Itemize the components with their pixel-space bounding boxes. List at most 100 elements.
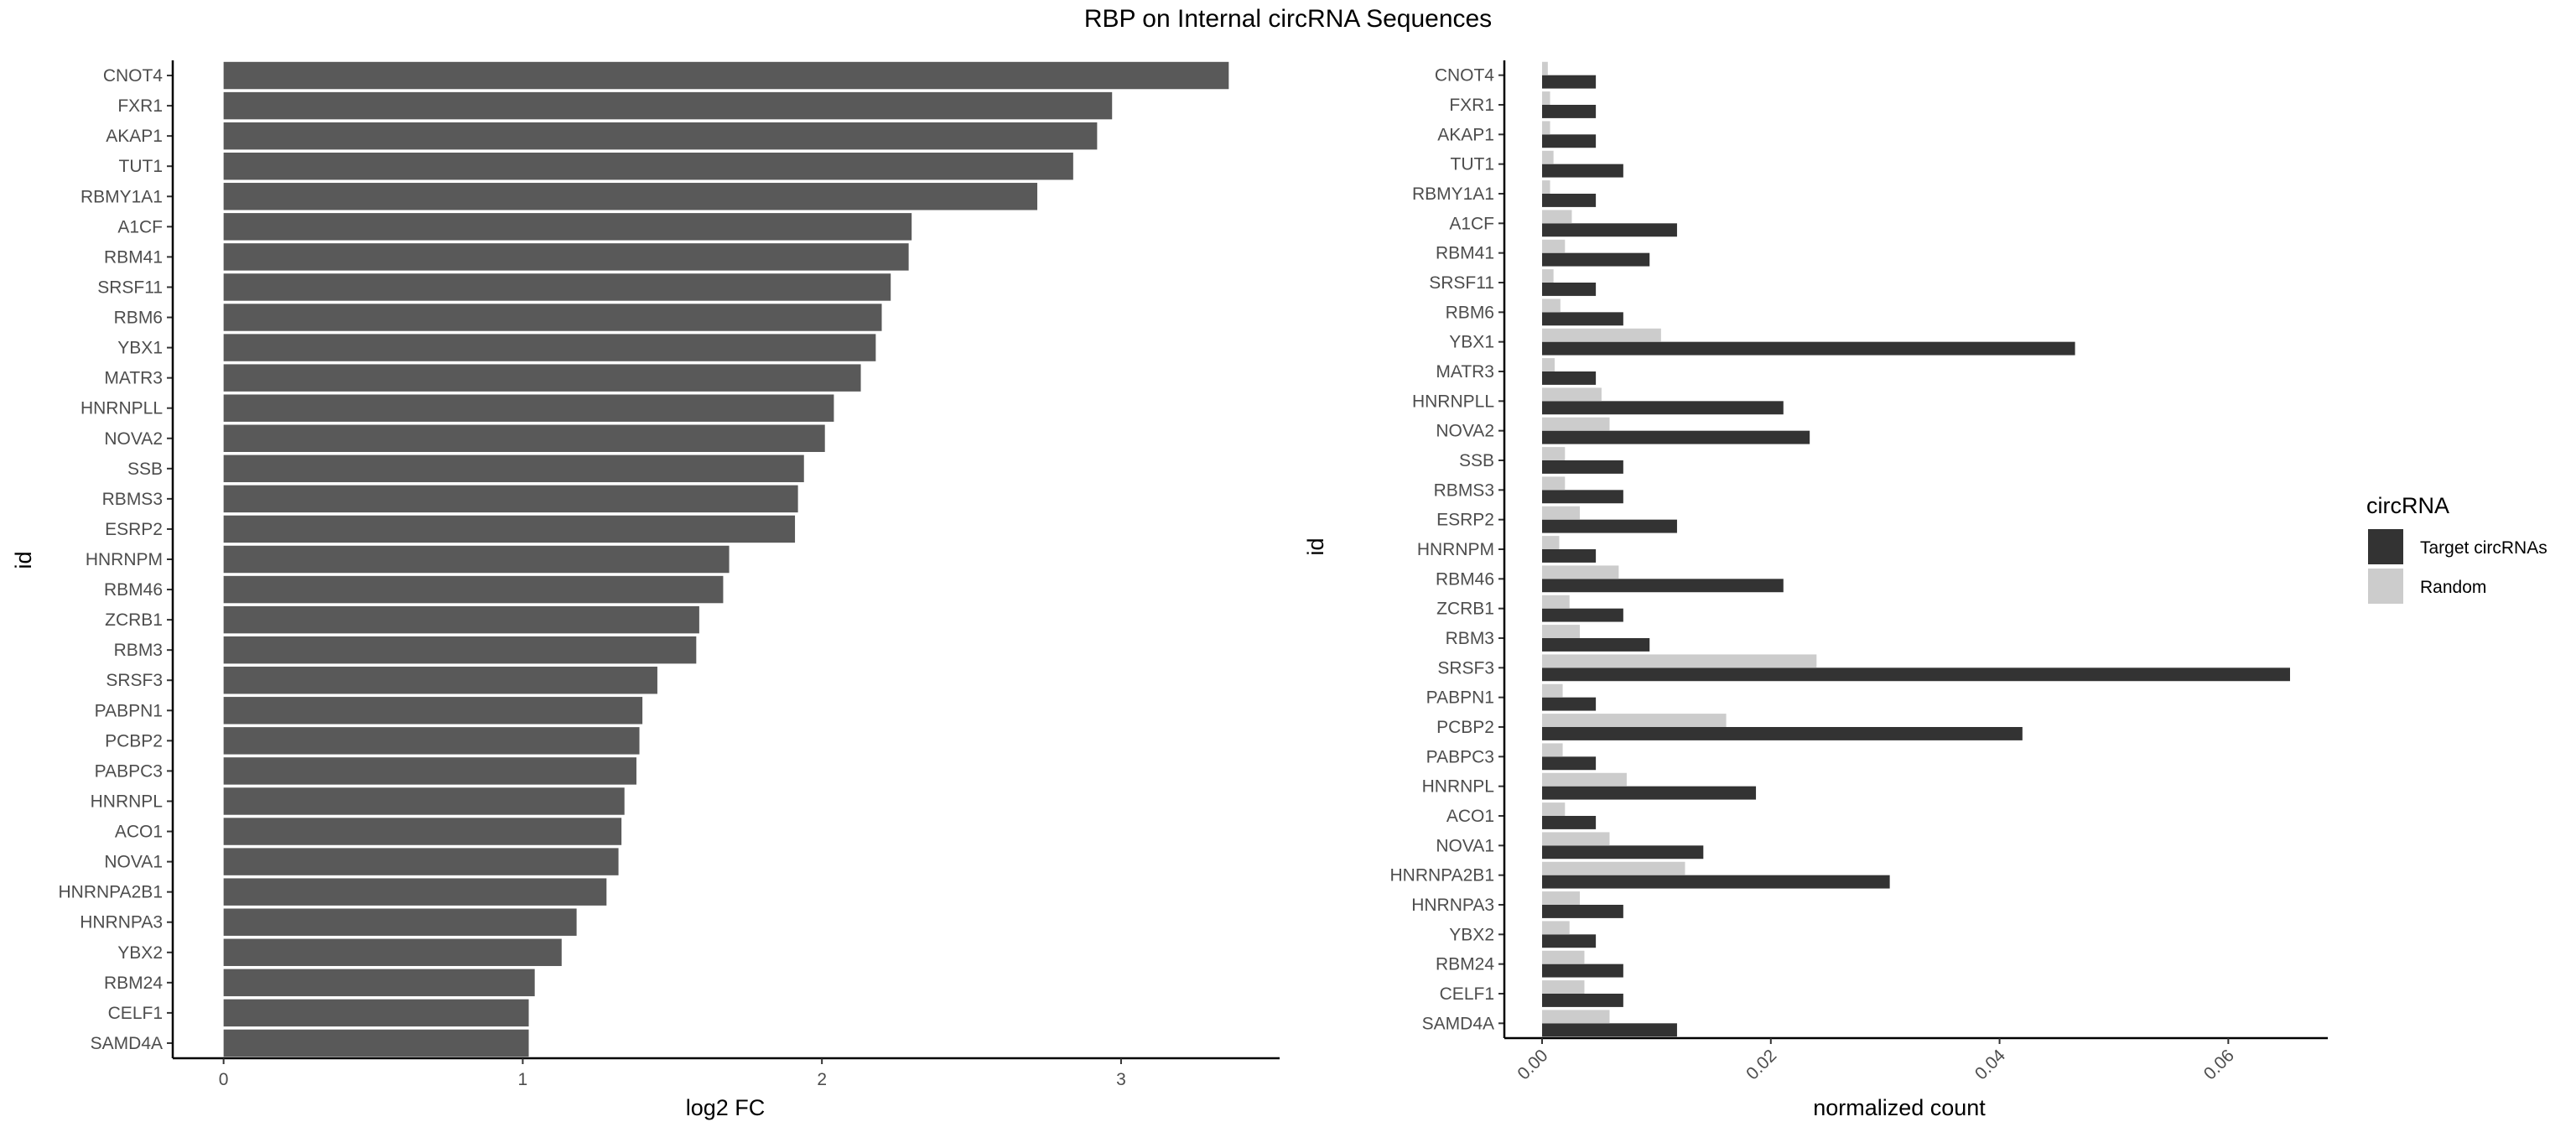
y-tick-label-esrp2: ESRP2 bbox=[105, 520, 163, 539]
bar-random-zcrb1 bbox=[1542, 595, 1570, 609]
y-tick-label-srsf3: SRSF3 bbox=[106, 671, 163, 690]
bar-hnrnpa2b1 bbox=[223, 878, 607, 906]
y-tick-label-zcrb1: ZCRB1 bbox=[1436, 600, 1494, 619]
bar-pabpc3 bbox=[223, 757, 636, 785]
y-tick-label-rbms3: RBMS3 bbox=[102, 490, 163, 509]
y-tick-label-rbm41: RBM41 bbox=[104, 247, 163, 267]
y-tick-label-nova2: NOVA2 bbox=[1436, 422, 1494, 441]
bar-random-ybx2 bbox=[1542, 921, 1570, 935]
bar-samd4a bbox=[223, 1029, 529, 1057]
bar-target-circrnas-zcrb1 bbox=[1542, 608, 1623, 622]
right-panel: CNOT4 FXR1 AKAP1 TUT1 RBMY1A1 A1CF RBM41 SRSF11… bbox=[1303, 60, 2328, 1120]
y-tick-label-cnot4: CNOT4 bbox=[1435, 66, 1494, 86]
y-tick-label-matr3: MATR3 bbox=[1436, 362, 1494, 382]
bar-target-circrnas-fxr1 bbox=[1542, 105, 1597, 118]
bar-random-aco1 bbox=[1542, 802, 1566, 816]
bar-srsf11 bbox=[223, 273, 891, 301]
legend-label-random: Random bbox=[2420, 578, 2486, 597]
y-tick-label-rbms3: RBMS3 bbox=[1434, 480, 1494, 500]
bar-target-circrnas-cnot4 bbox=[1542, 75, 1597, 89]
bar-ssb bbox=[223, 454, 804, 483]
y-tick-label-samd4a: SAMD4A bbox=[91, 1034, 163, 1053]
y-tick-label-srsf11: SRSF11 bbox=[1429, 273, 1494, 293]
y-tick-label-pcbp2: PCBP2 bbox=[1436, 718, 1494, 737]
y-tick-label-rbm24: RBM24 bbox=[1436, 955, 1494, 974]
bar-random-esrp2 bbox=[1542, 506, 1581, 520]
bar-matr3 bbox=[223, 364, 861, 392]
x-tick-label: 0.06 bbox=[2200, 1046, 2238, 1083]
bar-target-circrnas-samd4a bbox=[1542, 1023, 1677, 1037]
y-tick-label-rbmy1a1: RBMY1A1 bbox=[80, 187, 163, 206]
x-tick-label: 2 bbox=[817, 1070, 827, 1089]
bar-random-rbm24 bbox=[1542, 950, 1585, 964]
bar-rbm24 bbox=[223, 969, 535, 997]
bar-target-circrnas-pabpc3 bbox=[1542, 756, 1597, 771]
bar-srsf3 bbox=[223, 667, 657, 694]
bar-target-circrnas-ssb bbox=[1542, 460, 1623, 474]
bar-random-pabpc3 bbox=[1542, 743, 1563, 757]
bar-pabpn1 bbox=[223, 697, 643, 724]
legend-title: circRNA bbox=[2366, 493, 2449, 518]
bar-target-circrnas-esrp2 bbox=[1542, 519, 1677, 533]
y-tick-label-srsf3: SRSF3 bbox=[1437, 658, 1494, 678]
bar-random-nova1 bbox=[1542, 832, 1610, 846]
x-tick-label: 3 bbox=[1116, 1070, 1126, 1089]
bar-fxr1 bbox=[223, 91, 1113, 120]
y-tick-label-celf1: CELF1 bbox=[1440, 984, 1494, 1004]
bar-random-rbmy1a1 bbox=[1542, 180, 1550, 194]
y-tick-label-hnrnpll: HNRNPLL bbox=[80, 399, 163, 418]
bar-random-pcbp2 bbox=[1542, 714, 1727, 727]
bar-random-rbms3 bbox=[1542, 476, 1566, 491]
y-tick-label-ybx2: YBX2 bbox=[117, 943, 163, 963]
bar-target-circrnas-pabpn1 bbox=[1542, 697, 1597, 711]
bar-target-circrnas-hnrnpa2b1 bbox=[1542, 875, 1890, 889]
bar-hnrnpll bbox=[223, 394, 834, 422]
y-tick-label-aco1: ACO1 bbox=[1446, 807, 1494, 826]
y-tick-label-hnrnpa2b1: HNRNPA2B1 bbox=[1390, 866, 1494, 886]
bar-ybx1 bbox=[223, 334, 876, 361]
y-tick-label-cnot4: CNOT4 bbox=[103, 66, 163, 86]
y-tick-label-hnrnpa2b1: HNRNPA2B1 bbox=[59, 883, 163, 902]
y-tick-label-rbm6: RBM6 bbox=[1446, 303, 1494, 322]
bar-random-a1cf bbox=[1542, 210, 1572, 224]
bar-random-hnrnpl bbox=[1542, 772, 1627, 787]
y-tick-label-ybx2: YBX2 bbox=[1449, 925, 1494, 944]
right-x-axis-title: normalized count bbox=[1813, 1095, 1986, 1120]
y-tick-label-rbm24: RBM24 bbox=[104, 974, 163, 993]
bar-celf1 bbox=[223, 999, 529, 1027]
y-tick-label-hnrnpm: HNRNPM bbox=[1417, 540, 1494, 559]
right-y-axis-title: id bbox=[1303, 538, 1328, 555]
legend-label-target: Target circRNAs bbox=[2420, 538, 2547, 558]
bar-random-matr3 bbox=[1542, 358, 1555, 371]
y-tick-label-matr3: MATR3 bbox=[104, 369, 163, 388]
bar-rbmy1a1 bbox=[223, 183, 1038, 210]
y-tick-label-esrp2: ESRP2 bbox=[1436, 511, 1494, 530]
bar-rbm3 bbox=[223, 636, 697, 664]
right-bars bbox=[1542, 61, 2290, 1037]
y-tick-label-nova2: NOVA2 bbox=[104, 429, 163, 449]
left-axes: CNOT4 FXR1 AKAP1 TUT1 RBMY1A1 A1CF RBM41 SRSF11… bbox=[59, 60, 1280, 1089]
bar-target-circrnas-rbms3 bbox=[1542, 490, 1623, 504]
bar-target-circrnas-srsf11 bbox=[1542, 283, 1597, 296]
bar-nova1 bbox=[223, 848, 619, 875]
bar-random-srsf11 bbox=[1542, 269, 1554, 283]
bar-random-akap1 bbox=[1542, 121, 1550, 135]
bar-random-rbm41 bbox=[1542, 239, 1566, 253]
bar-target-circrnas-celf1 bbox=[1542, 994, 1623, 1007]
bar-random-hnrnpm bbox=[1542, 536, 1560, 549]
y-tick-label-hnrnpll: HNRNPLL bbox=[1412, 392, 1494, 411]
bar-rbm6 bbox=[223, 304, 882, 331]
legend-key-target bbox=[2368, 529, 2403, 564]
y-tick-label-aco1: ACO1 bbox=[115, 823, 163, 842]
bar-cnot4 bbox=[223, 61, 1229, 90]
bar-target-circrnas-srsf3 bbox=[1542, 667, 2290, 682]
bar-target-circrnas-akap1 bbox=[1542, 134, 1597, 148]
bar-tut1 bbox=[223, 152, 1073, 180]
bar-target-circrnas-rbm46 bbox=[1542, 579, 1784, 593]
bar-random-samd4a bbox=[1542, 1010, 1610, 1024]
bar-random-hnrnpll bbox=[1542, 387, 1602, 402]
y-tick-label-pabpn1: PABPN1 bbox=[1426, 688, 1494, 708]
bar-ybx2 bbox=[223, 938, 562, 967]
y-tick-label-rbm46: RBM46 bbox=[104, 580, 163, 600]
